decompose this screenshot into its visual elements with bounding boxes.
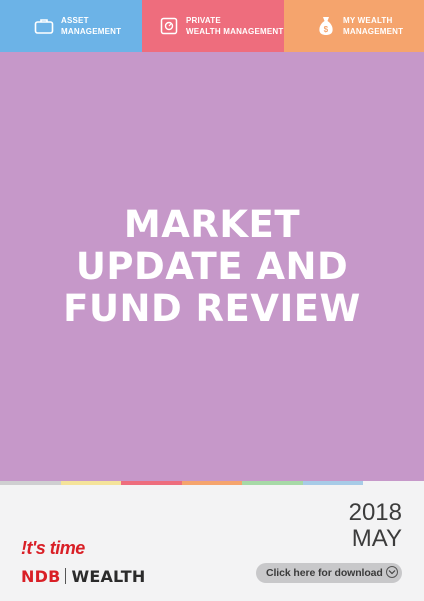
color-strip-segment [60,481,122,485]
tab-asset-line2: MANAGEMENT [61,27,122,36]
hero-title-line: MARKET [123,203,301,246]
brand-tagline: !t's time [21,538,85,558]
hero-title: MARKET UPDATE AND FUND REVIEW [0,204,424,330]
tab-private-wealth-management[interactable]: PRIVATE WEALTH MANAGEMENT [142,0,284,52]
color-strip-segment [363,481,424,485]
chevron-down-icon [386,566,398,578]
color-strip-segment [181,481,243,485]
svg-text:$: $ [324,25,329,34]
tab-wealth-line2: MANAGEMENT [343,27,404,36]
tab-asset-line1: ASSET [61,16,89,25]
color-strip-segment [242,481,303,485]
tab-wealth-line1: MY WEALTH [343,16,393,25]
hero-banner: MARKET UPDATE AND FUND REVIEW [0,52,424,481]
color-strip [0,481,424,485]
hero-title-line: FUND REVIEW [63,287,361,330]
issue-month: MAY [351,525,402,552]
tab-my-wealth-management[interactable]: $ MY WEALTH MANAGEMENT [284,0,424,52]
tab-private-line2: WEALTH MANAGEMENT [186,27,284,36]
brand-logo: NDB WEALTH [21,566,145,586]
brand-divider [65,568,67,584]
brand-ndb: NDB [21,566,61,586]
tab-private-line1: PRIVATE [186,16,221,25]
hero-title-line: UPDATE AND [75,245,349,288]
briefcase-icon [33,15,55,37]
color-strip-segment [121,481,182,485]
download-button[interactable]: Click here for download [256,563,402,583]
top-navigation: ASSET MANAGEMENT PRIVATE WEALTH MANAGEME… [0,0,424,52]
brand-wealth: WEALTH [71,566,146,586]
tab-asset-management[interactable]: ASSET MANAGEMENT [0,0,142,52]
color-strip-segment [302,481,364,485]
download-label: Click here for download [266,567,383,579]
issue-date: 2018 MAY [349,500,402,552]
safe-icon [158,15,180,37]
money-bag-icon: $ [315,15,337,37]
color-strip-segment [0,481,61,485]
issue-year: 2018 [348,499,402,526]
